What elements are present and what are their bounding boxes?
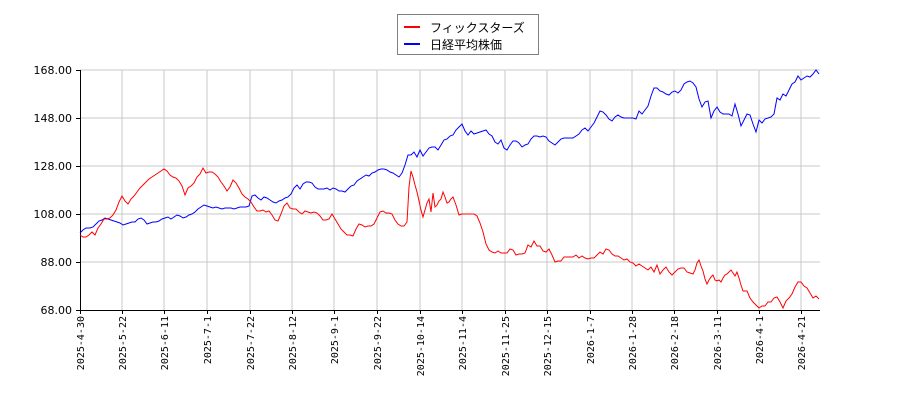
legend-item-nikkei: 日経平均株価: [404, 36, 502, 52]
x-tick-label: 2025-5-22: [118, 316, 129, 370]
y-tick-label: 128.00: [34, 160, 73, 173]
x-tick-label: 2026-4-21: [797, 316, 808, 370]
x-tick-label: 2025-9-1: [330, 316, 341, 364]
x-tick-label: 2026-4-1: [755, 316, 766, 364]
x-tick-label: 2026-1-28: [628, 316, 639, 370]
x-tick-label: 2025-8-12: [288, 316, 299, 370]
y-tick-label: 88.00: [41, 256, 73, 269]
x-tick-label: 2026-1-7: [586, 316, 597, 364]
legend-label: 日経平均株価: [430, 37, 503, 52]
series-line-nikkei: [79, 69, 820, 234]
x-tick-label: 2025-6-11: [160, 316, 171, 370]
y-tick-label: 168.00: [34, 64, 73, 77]
x-tick-label: 2026-3-11: [713, 316, 724, 370]
x-tick-marks: [80, 310, 802, 314]
grid-lines: [80, 69, 820, 310]
x-tick-label: 2025-10-14: [416, 316, 427, 376]
x-tick-label: 2026-2-18: [670, 316, 681, 370]
legend-item-fixstars: フィックスターズ: [404, 19, 525, 35]
legend-label: フィックスターズ: [430, 20, 525, 35]
x-tick-label: 2025-9-22: [373, 316, 384, 370]
chart-legend: フィックスターズ 日経平均株価: [397, 14, 539, 55]
y-tick-labels: 168.00 148.00 128.00 108.00 88.00 68.00: [34, 64, 73, 317]
x-tick-label: 2025-4-30: [76, 316, 87, 370]
legend-swatch-blue: [404, 43, 420, 45]
y-tick-label: 108.00: [34, 208, 73, 221]
x-tick-label: 2025-12-15: [543, 316, 554, 376]
axes: [76, 70, 820, 311]
x-tick-label: 2025-7-22: [246, 316, 257, 370]
legend-swatch-red: [404, 26, 420, 28]
y-tick-label: 148.00: [34, 112, 73, 125]
x-tick-label: 2025-7-1: [203, 316, 214, 364]
x-tick-labels: 2025-4-30 2025-5-22 2025-6-11 2025-7-1 2…: [76, 316, 808, 376]
x-tick-label: 2025-11-25: [501, 316, 512, 376]
y-tick-label: 68.00: [41, 304, 73, 317]
x-tick-label: 2025-11-4: [458, 316, 469, 370]
series-line-fixstars: [79, 166, 820, 310]
